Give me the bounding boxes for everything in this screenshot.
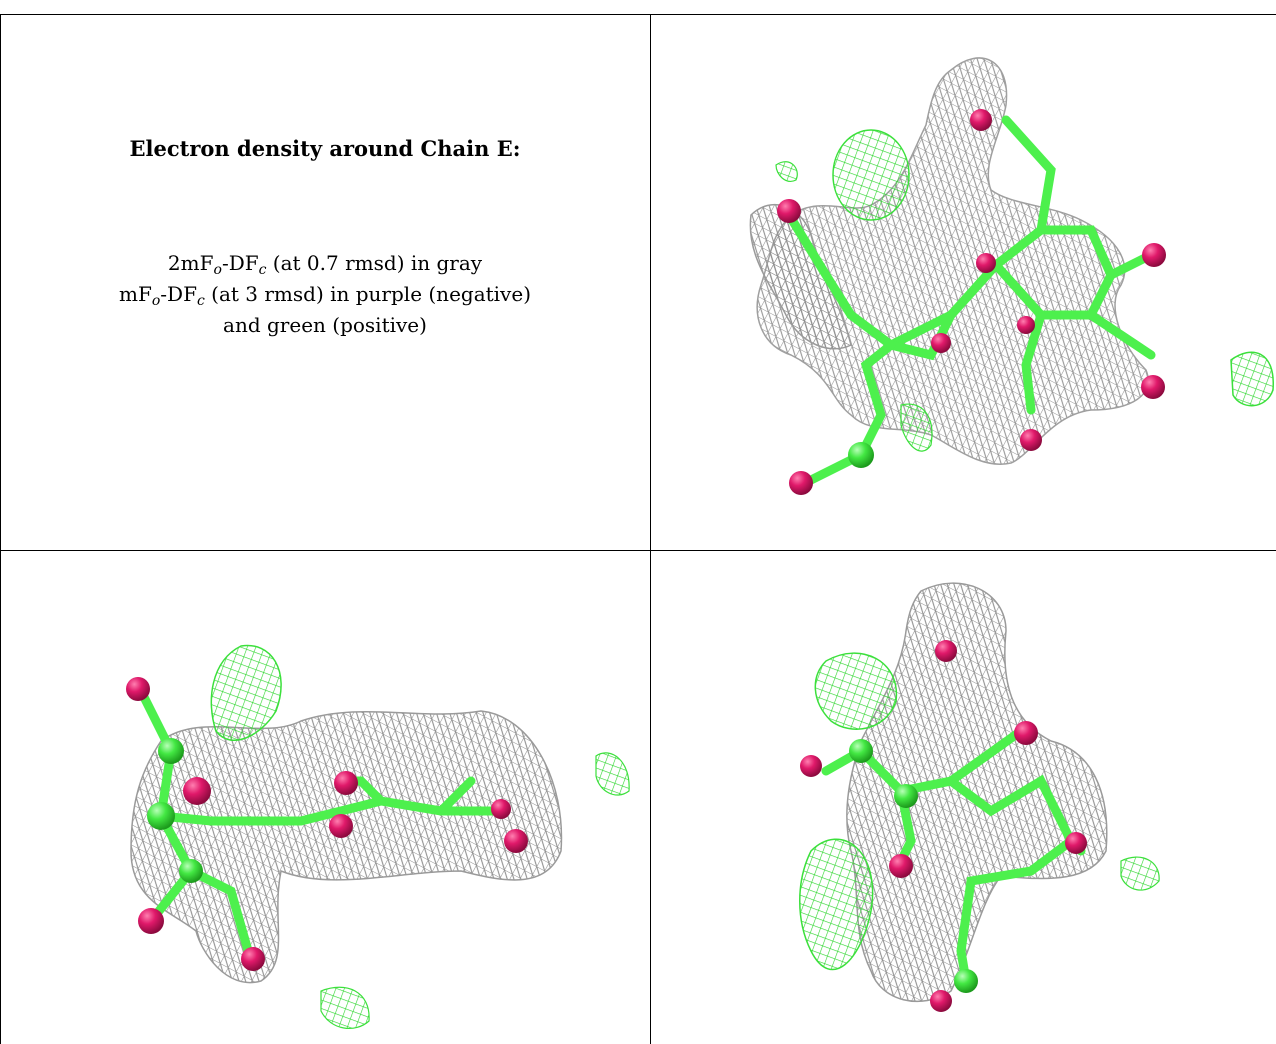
green-density-blob (210, 644, 282, 741)
table-divider-vertical (650, 14, 651, 1044)
bottom-left-density-view (1, 551, 650, 1044)
green-density-blob (832, 129, 910, 221)
table-divider-horizontal (0, 550, 1276, 551)
green-density-blob (799, 838, 874, 971)
carbon-atom (848, 442, 874, 468)
carbon-atoms (147, 738, 203, 883)
table-border-left (0, 14, 1, 1044)
oxygen-atoms (800, 640, 1087, 1012)
table-border-top (0, 14, 1276, 15)
oxygen-atoms (777, 109, 1166, 495)
green-density-blob (1120, 856, 1160, 891)
carbon-atoms (849, 739, 978, 993)
green-density-blob (1230, 351, 1274, 407)
gray-mesh-main (756, 57, 1149, 465)
caption-title: Electron density around Chain E: (129, 136, 521, 161)
green-density-blob (814, 652, 898, 730)
caption-line-purple: mFo-DFc (at 3 rmsd) in purple (negative) (119, 282, 531, 309)
oxygen-atoms (126, 677, 528, 971)
green-density-blob (595, 752, 630, 796)
caption-line-gray: 2mFo-DFc (at 0.7 rmsd) in gray (167, 251, 483, 278)
caption-cell: Electron density around Chain E: 2mFo-DF… (0, 14, 650, 550)
caption-line-green: and green (positive) (223, 313, 427, 337)
top-right-density-view (651, 15, 1276, 550)
figure-table: Electron density around Chain E: 2mFo-DF… (0, 14, 1276, 1044)
green-density-blob (320, 986, 370, 1029)
green-density-blob (775, 161, 798, 182)
gray-mesh-main (846, 582, 1108, 1003)
caption-legend: 2mFo-DFc (at 0.7 rmsd) in gray mFo-DFc (… (0, 248, 650, 341)
green-density-blob (900, 403, 933, 452)
gray-mesh-main (130, 710, 563, 984)
bottom-right-density-view (651, 551, 1276, 1044)
